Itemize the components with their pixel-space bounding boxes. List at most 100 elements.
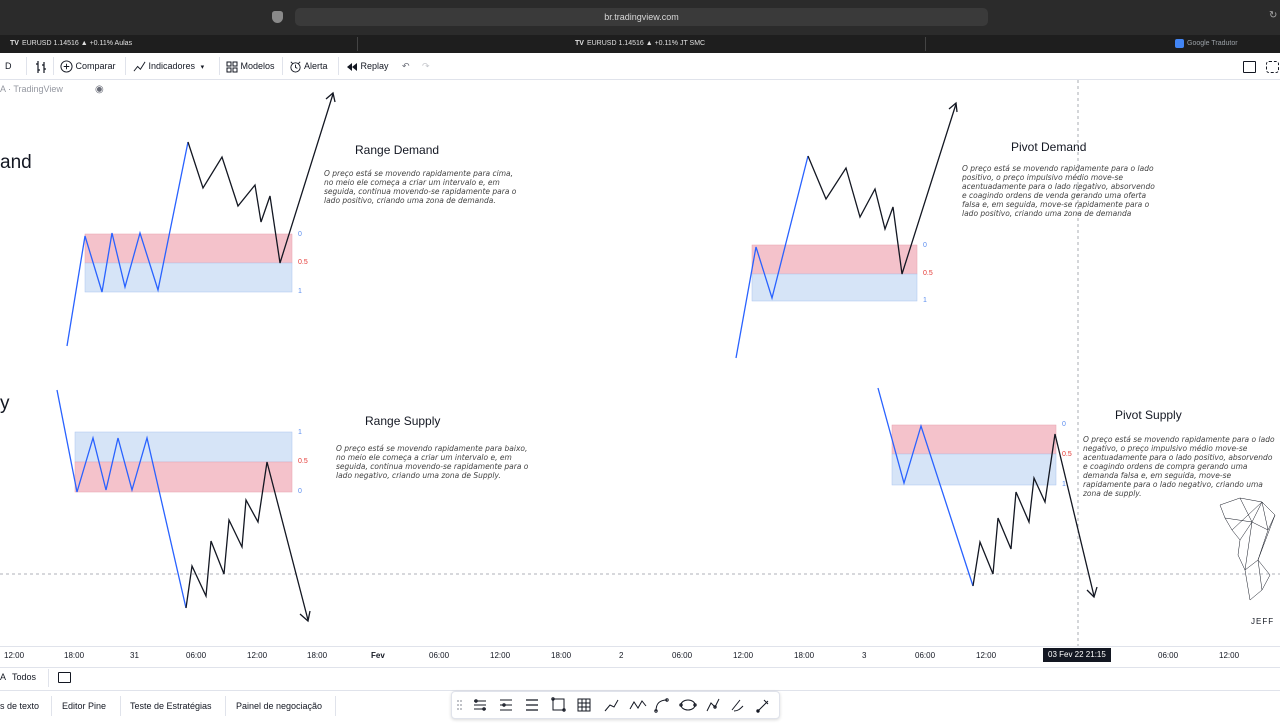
shield-icon[interactable]: [272, 11, 283, 23]
time-tick: 06:00: [429, 651, 450, 660]
toolbar-divider: [282, 57, 283, 75]
time-tick: 06:00: [672, 651, 693, 660]
trend-channel-icon: [474, 699, 486, 711]
tab-divider: [51, 696, 52, 716]
range-toolbar: [0, 667, 1280, 690]
toolbar-divider: [26, 57, 27, 75]
alert-label: Alerta: [304, 61, 328, 71]
time-tick: 12:00: [4, 651, 25, 660]
screenshot-icon[interactable]: [1266, 61, 1279, 73]
chart-pane[interactable]: [0, 80, 1280, 646]
range-supply-drawing: [56, 389, 311, 623]
black-price-path: [972, 433, 1095, 597]
tab-aulas[interactable]: TV EURUSD 1.14516 ▲ +0.11% Aulas: [10, 35, 132, 53]
time-tick: 12:00: [247, 651, 268, 660]
pivot-supply-drawing: [877, 387, 1098, 599]
indicators-button[interactable]: Indicadores ▾: [133, 53, 204, 79]
range-all-button[interactable]: Todos: [12, 672, 37, 682]
indicators-label: Indicadores: [148, 61, 196, 71]
time-tick: 12:00: [1219, 651, 1240, 660]
chart-drawings[interactable]: [0, 80, 1280, 646]
toolbar-divider: [48, 669, 49, 687]
level-label: 0.5: [923, 270, 933, 277]
brush-icon: [731, 699, 744, 712]
tab-divider: [357, 37, 358, 51]
time-tick: 2: [619, 651, 624, 660]
pencil-icon: [756, 699, 769, 713]
arrow-head: [948, 101, 958, 113]
eye-icon[interactable]: ◉: [95, 84, 104, 95]
time-tick: 3: [862, 651, 867, 660]
tab-google-tradutor[interactable]: Google Tradutor: [1175, 35, 1238, 53]
chevron-down-icon: ▾: [200, 64, 205, 71]
translate-icon: [1175, 38, 1184, 48]
tab-text-notes[interactable]: s de texto: [0, 701, 40, 711]
black-price-path: [187, 93, 334, 264]
black-price-path: [185, 461, 309, 621]
tradingview-logo-icon: TV: [575, 40, 584, 47]
alarm-icon: [290, 61, 301, 73]
blue-price-path: [66, 141, 189, 347]
chart-watermark: A · TradingView: [0, 84, 63, 94]
alert-button[interactable]: Alerta: [289, 53, 328, 79]
plus-circle-icon: [60, 60, 73, 73]
tab-trading-panel[interactable]: Painel de negociação: [236, 701, 323, 711]
templates-button[interactable]: Modelos: [226, 53, 275, 79]
toolbar-divider: [338, 57, 339, 75]
time-tick: 12:00: [976, 651, 997, 660]
time-tick: 18:00: [307, 651, 328, 660]
level-label: 0: [298, 488, 302, 495]
reload-icon[interactable]: ↻: [1269, 10, 1278, 21]
replay-label: Replay: [360, 61, 389, 71]
interval-button[interactable]: D: [5, 61, 12, 71]
tab-strip: [0, 35, 1280, 53]
level-label: 0: [298, 231, 302, 238]
tab-label: EURUSD 1.14516 ▲ +0.11% JT SMC: [586, 40, 706, 47]
redo-icon[interactable]: ↷: [422, 61, 430, 71]
bars-style-icon[interactable]: [35, 53, 47, 79]
time-tick: 18:00: [794, 651, 815, 660]
path-icon: [604, 699, 619, 712]
panel-title: Pivot Demand: [1011, 140, 1087, 154]
calendar-range-icon[interactable]: [58, 672, 71, 683]
address-bar[interactable]: br.tradingview.com ↻: [295, 8, 1277, 26]
tab-strategy-tester[interactable]: Teste de Estratégias: [130, 701, 212, 711]
top-toolbar: [0, 53, 1280, 80]
fullscreen-icon[interactable]: [1243, 61, 1256, 73]
left-clipped-title: and: [0, 152, 32, 173]
replay-icon: [347, 62, 357, 71]
range-partial[interactable]: A: [0, 672, 7, 682]
compare-button[interactable]: Comparar: [60, 53, 116, 79]
ellipse-icon: [679, 699, 697, 711]
url-text[interactable]: br.tradingview.com: [604, 12, 679, 22]
toolbar-divider: [219, 57, 220, 75]
tab-jt-smc[interactable]: TV EURUSD 1.14516 ▲ +0.11% JT SMC: [575, 35, 705, 53]
arrow-head: [325, 91, 336, 103]
tab-divider: [925, 37, 926, 51]
level-label: 0: [923, 242, 927, 249]
panel-description: O preço está se movendo rapidamente para…: [336, 444, 529, 480]
tab-pine-editor[interactable]: Editor Pine: [62, 701, 107, 711]
templates-icon: [226, 61, 238, 73]
blue-price-path: [877, 387, 974, 587]
supply-zone: [74, 461, 293, 493]
demand-zone: [891, 453, 1057, 486]
drag-handle-icon: [457, 700, 462, 710]
arc-icon: [706, 698, 720, 712]
level-label: 1: [298, 429, 302, 436]
panel-title: Range Supply: [365, 414, 441, 428]
parallel-channel-icon: [500, 699, 512, 711]
time-tick: 18:00: [64, 651, 85, 660]
templates-label: Modelos: [240, 61, 275, 71]
undo-icon[interactable]: ↶: [402, 61, 410, 71]
jeff-logo-graphic: [1219, 497, 1276, 601]
supply-zone: [751, 244, 918, 275]
left-clipped-title: y: [0, 393, 10, 414]
black-price-path: [807, 103, 957, 275]
rectangle-icon: [551, 697, 566, 712]
compare-label: Comparar: [75, 61, 116, 71]
time-axis[interactable]: [0, 646, 1280, 667]
time-tick: 12:00: [490, 651, 511, 660]
replay-button[interactable]: Replay: [346, 53, 389, 79]
tab-divider: [335, 696, 336, 716]
